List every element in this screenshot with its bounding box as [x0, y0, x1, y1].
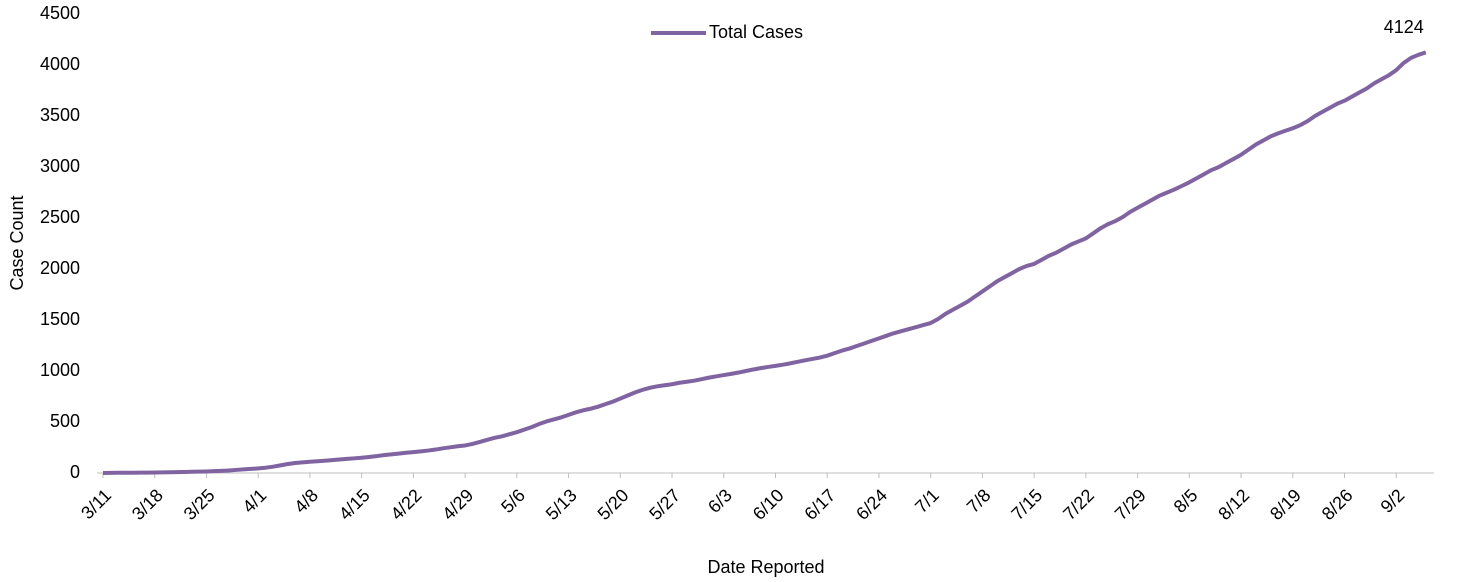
- x-tick-label: 7/8: [963, 485, 995, 517]
- x-tick-label: 7/1: [911, 485, 943, 517]
- data-label: 4124: [1384, 17, 1424, 37]
- x-tick-label: 4/15: [335, 485, 374, 524]
- x-tick-label: 5/27: [645, 485, 684, 524]
- y-tick-label: 2000: [40, 258, 80, 278]
- x-tick-label: 4/1: [239, 485, 271, 517]
- x-axis-title: Date Reported: [707, 557, 824, 577]
- y-tick-label: 4000: [40, 54, 80, 74]
- y-tick-label: 1500: [40, 309, 80, 329]
- x-tick-label: 8/5: [1170, 485, 1202, 517]
- x-tick-label: 6/3: [704, 485, 736, 517]
- x-tick-label: 4/29: [438, 485, 477, 524]
- x-tick-label: 6/24: [852, 485, 891, 524]
- x-tick-label: 4/22: [387, 485, 426, 524]
- x-tick-label: 6/17: [800, 485, 839, 524]
- y-tick-label: 500: [50, 411, 80, 431]
- x-tick-label: 9/2: [1377, 485, 1409, 517]
- x-tick-label: 5/13: [542, 485, 581, 524]
- x-tick-label: 8/19: [1266, 485, 1305, 524]
- legend-label: Total Cases: [709, 22, 803, 42]
- x-tick-label: 6/10: [749, 485, 788, 524]
- y-tick-label: 3000: [40, 156, 80, 176]
- y-tick-label: 1000: [40, 360, 80, 380]
- x-tick-label: 3/18: [128, 485, 167, 524]
- x-tick-label: 7/15: [1007, 485, 1046, 524]
- x-tick-label: 3/25: [180, 485, 219, 524]
- x-tick-label: 5/20: [594, 485, 633, 524]
- line-series: [102, 50, 1427, 475]
- x-tick-label: 4/8: [290, 485, 322, 517]
- y-axis-title: Case Count: [7, 195, 27, 290]
- x-tick-label: 5/6: [497, 485, 529, 517]
- x-tick-label: 7/29: [1111, 485, 1150, 524]
- x-tick-label: 8/12: [1214, 485, 1253, 524]
- y-tick-label: 2500: [40, 207, 80, 227]
- x-tick-label: 8/26: [1318, 485, 1357, 524]
- y-tick-label: 4500: [40, 3, 80, 23]
- x-tick-label: 3/11: [77, 485, 115, 523]
- y-tick-label: 3500: [40, 105, 80, 125]
- x-tick-label: 7/22: [1059, 485, 1098, 524]
- y-tick-label: 0: [70, 462, 80, 482]
